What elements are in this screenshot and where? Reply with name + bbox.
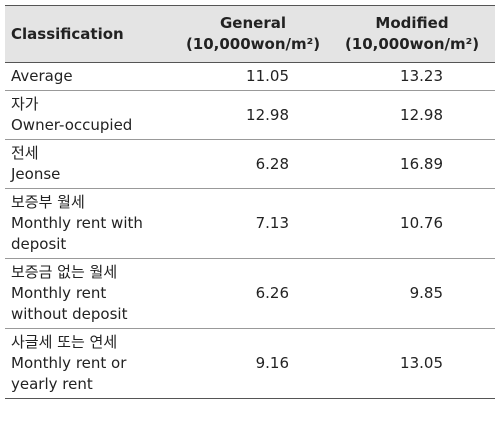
text-line: 자가 — [11, 95, 39, 113]
general-value: 6.28 — [177, 139, 329, 189]
header-cell: General (10,000won/m²) — [177, 5, 329, 63]
row-label: 사글세 또는 연세 Monthly rent or yearly rent — [5, 328, 177, 399]
text-line: Owner-occupied — [11, 116, 133, 134]
modified-value: 13.05 — [329, 328, 495, 399]
text-line: (10,000won/m²) — [185, 35, 321, 53]
text-line: General — [220, 14, 286, 32]
row-label: 보증부 월세 Monthly rent with deposit — [5, 188, 177, 259]
text-line: (10,000won/m²) — [344, 35, 480, 53]
row-label: 전세 Jeonse — [5, 139, 177, 189]
data-table: Classification General (10,000won/m²) Modif… — [5, 5, 495, 399]
general-value: 7.13 — [177, 188, 329, 259]
table-row: 사글세 또는 연세 Monthly rent or yearly rent 9.16 1… — [5, 328, 495, 399]
row-label: 보증금 없는 월세 Monthly rent without deposit — [5, 258, 177, 329]
table-row: 보증금 없는 월세 Monthly rent without deposit 6.26… — [5, 258, 495, 329]
text-line: without deposit — [11, 305, 128, 323]
table-row: 보증부 월세 Monthly rent with deposit 7.13 10.76 — [5, 188, 495, 259]
table-row: 자가 Owner-occupied 12.98 12.98 — [5, 90, 495, 140]
text-line: Average — [11, 67, 73, 85]
general-value: 6.26 — [177, 258, 329, 329]
row-label: Average — [5, 62, 177, 91]
general-value: 9.16 — [177, 328, 329, 399]
text-line: 보증부 월세 — [11, 193, 85, 211]
text-line: 사글세 또는 연세 — [11, 333, 118, 351]
modified-value: 13.23 — [329, 62, 495, 91]
text-line: yearly rent — [11, 375, 93, 393]
text-line: 보증금 없는 월세 — [11, 263, 118, 281]
text-line: Monthly rent or — [11, 354, 127, 372]
text-line: Modified — [375, 14, 449, 32]
table-header: Classification General (10,000won/m²) Modif… — [5, 5, 495, 63]
header-cell: Classification — [5, 5, 177, 63]
header-row: Classification General (10,000won/m²) Modif… — [5, 5, 495, 63]
text-line: 전세 — [11, 144, 39, 162]
text-line: Monthly rent with — [11, 214, 143, 232]
table-row: Average 11.05 13.23 — [5, 62, 495, 91]
text-line: Jeonse — [11, 165, 61, 183]
text-line: Monthly rent — [11, 284, 107, 302]
modified-value: 10.76 — [329, 188, 495, 259]
modified-value: 9.85 — [329, 258, 495, 329]
table-body: Average 11.05 13.23 자가 Owner-occupied 12.98 12… — [5, 62, 495, 399]
modified-value: 12.98 — [329, 90, 495, 140]
table-row: 전세 Jeonse 6.28 16.89 — [5, 139, 495, 189]
header-cell: Modified (10,000won/m²) — [329, 5, 495, 63]
text-line: deposit — [11, 235, 67, 253]
modified-value: 16.89 — [329, 139, 495, 189]
row-label: 자가 Owner-occupied — [5, 90, 177, 140]
general-value: 12.98 — [177, 90, 329, 140]
general-value: 11.05 — [177, 62, 329, 91]
